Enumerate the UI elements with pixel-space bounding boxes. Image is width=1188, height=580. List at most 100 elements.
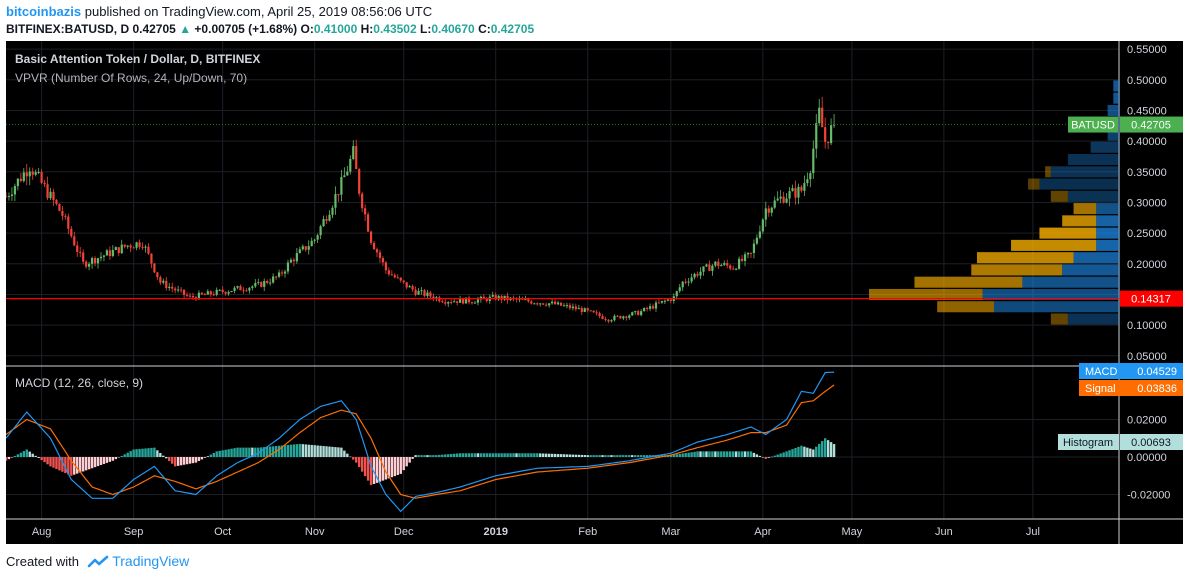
macd-histogram-bar — [577, 454, 581, 457]
macd-histogram-bar — [708, 451, 711, 457]
macd-histogram-bar — [43, 457, 46, 463]
macd-histogram-bar — [307, 444, 310, 457]
candle-body — [316, 235, 319, 240]
macd-histogram-bar — [203, 457, 207, 458]
candle-body — [562, 305, 566, 307]
candle-body — [441, 301, 444, 303]
candle-body — [743, 254, 747, 261]
price-tick-label: 0.05000 — [1127, 351, 1167, 363]
candle-body — [260, 282, 263, 287]
candle-body — [426, 292, 429, 296]
macd-histogram-bar — [171, 457, 174, 464]
candle-body — [307, 246, 310, 250]
candle-body — [663, 300, 666, 302]
candle-body — [387, 270, 390, 275]
candle-body — [76, 245, 79, 252]
candle-body — [565, 305, 569, 307]
vpvr-down-bar — [1062, 264, 1119, 276]
macd-histogram-bar — [79, 457, 82, 473]
macd-histogram-bar — [518, 453, 521, 457]
candle-body — [660, 300, 664, 303]
macd-histogram-bar — [123, 454, 126, 457]
candle-body — [705, 264, 708, 267]
chart-canvas[interactable]: 0.55000 0.50000 0.45000 0.40000 0.35000 0.300… — [6, 41, 1183, 544]
candle-body — [732, 268, 735, 270]
candle-body — [779, 196, 782, 199]
candle-body — [601, 316, 604, 319]
tradingview-brand-link[interactable]: TradingView — [112, 553, 190, 569]
macd-histogram-bar — [812, 449, 815, 457]
candle-body — [343, 175, 346, 178]
macd-histogram-bar — [785, 451, 788, 457]
macd-histogram-bar — [628, 455, 631, 457]
candle-body — [295, 253, 298, 262]
candle-body — [678, 287, 681, 292]
candle-body — [31, 171, 34, 175]
macd-histogram-bar — [595, 455, 598, 457]
candle-body — [755, 237, 759, 244]
macd-histogram-bar — [197, 457, 201, 462]
candle-body — [758, 231, 761, 238]
candle-body — [654, 302, 658, 309]
candle-body — [257, 282, 260, 284]
macd-histogram-bar — [776, 454, 779, 457]
macd-histogram-bar — [544, 453, 548, 457]
macd-histogram-bar — [340, 447, 343, 457]
high-value: 0.43502 — [373, 22, 417, 36]
candle-body — [580, 308, 583, 312]
macd-histogram-bar — [470, 453, 474, 457]
vpvr-up-bar — [1050, 313, 1068, 325]
candle-body — [648, 306, 652, 309]
candle-body — [553, 301, 557, 305]
candle-body — [322, 219, 325, 227]
candle-body — [346, 171, 349, 176]
candle-body — [399, 277, 402, 281]
last-price-tag — [1120, 116, 1183, 133]
candle-body — [289, 259, 293, 263]
macd-histogram-bar — [737, 451, 741, 457]
close-label: C: — [478, 22, 491, 36]
macd-histogram-bar — [503, 453, 506, 457]
macd-histogram-bar — [334, 447, 337, 457]
candle-body — [767, 208, 770, 213]
time-tick-label: Sep — [124, 526, 144, 538]
macd-histogram-bar — [773, 455, 776, 457]
macd-histogram-bar — [601, 455, 604, 457]
candle-body — [301, 246, 304, 250]
macd-histogram-bar — [215, 451, 218, 457]
macd-histogram-bar — [438, 454, 441, 457]
macd-histogram-bar — [636, 455, 640, 457]
macd-histogram-bar — [752, 452, 756, 457]
candle-body — [191, 295, 195, 298]
vpvr-down-bar — [1022, 276, 1119, 288]
chart-area[interactable]: 0.55000 0.50000 0.45000 0.40000 0.35000 0.300… — [6, 41, 1183, 544]
candle-body — [129, 245, 132, 248]
candle-body — [622, 316, 625, 319]
candle-body — [551, 301, 554, 304]
macd-histogram-bar — [328, 446, 331, 457]
author-link[interactable]: bitcoinbazis — [6, 4, 82, 19]
macd-histogram-bar — [390, 457, 394, 478]
macd-histogram-bar — [141, 448, 144, 457]
macd-histogram-bar — [117, 457, 120, 458]
candle-body — [266, 281, 269, 283]
macd-histogram-bar — [444, 454, 447, 457]
macd-histogram-bar — [583, 455, 586, 457]
candle-body — [631, 312, 634, 316]
candle-body — [577, 308, 580, 310]
candle-body — [304, 246, 307, 250]
macd-histogram-bar — [381, 457, 385, 481]
macd-histogram-bar — [90, 457, 94, 469]
symbol-tag-label: BATUSD — [1071, 120, 1115, 132]
macd-histogram-bar — [173, 457, 177, 467]
candle-body — [141, 246, 144, 248]
macd-histogram-bar — [657, 455, 661, 457]
created-with-text: Created with — [6, 554, 79, 569]
macd-histogram-bar — [239, 447, 242, 457]
macd-histogram-bar — [568, 454, 572, 457]
candle-body — [372, 242, 376, 250]
macd-histogram-bar — [696, 451, 699, 457]
macd-histogram-bar — [40, 457, 43, 461]
macd-histogram-bar — [586, 455, 589, 457]
macd-histogram-bar — [384, 457, 388, 480]
